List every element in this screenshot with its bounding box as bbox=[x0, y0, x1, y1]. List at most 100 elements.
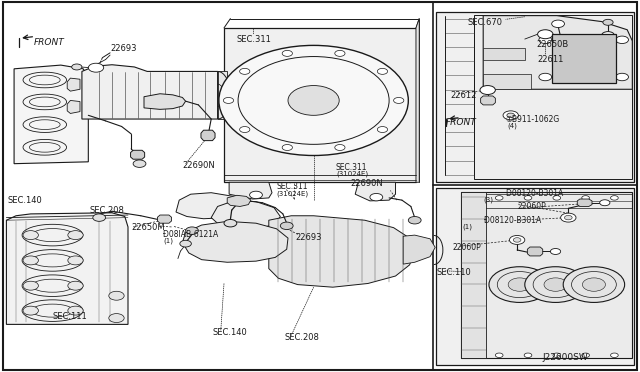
Circle shape bbox=[582, 353, 589, 357]
Text: 22690N: 22690N bbox=[182, 161, 215, 170]
Polygon shape bbox=[176, 193, 243, 219]
Text: 22693: 22693 bbox=[110, 44, 136, 53]
Circle shape bbox=[109, 291, 124, 300]
Circle shape bbox=[68, 231, 83, 240]
Polygon shape bbox=[131, 150, 145, 159]
Text: Ð08120-B301A: Ð08120-B301A bbox=[484, 216, 541, 225]
Text: SEC.208: SEC.208 bbox=[285, 333, 319, 342]
Polygon shape bbox=[3, 2, 637, 370]
Circle shape bbox=[513, 238, 521, 242]
Circle shape bbox=[616, 73, 628, 81]
Circle shape bbox=[282, 51, 292, 57]
Circle shape bbox=[72, 64, 82, 70]
Polygon shape bbox=[67, 78, 80, 91]
Circle shape bbox=[288, 86, 339, 115]
Polygon shape bbox=[436, 188, 634, 365]
Circle shape bbox=[133, 160, 146, 167]
Polygon shape bbox=[6, 213, 128, 324]
Circle shape bbox=[68, 281, 83, 290]
Polygon shape bbox=[227, 195, 251, 206]
Circle shape bbox=[480, 86, 495, 94]
Polygon shape bbox=[269, 216, 415, 287]
Polygon shape bbox=[481, 96, 495, 105]
Polygon shape bbox=[483, 16, 632, 89]
Polygon shape bbox=[461, 192, 632, 358]
Bar bbox=[552, 34, 616, 83]
Polygon shape bbox=[224, 28, 416, 182]
Circle shape bbox=[553, 196, 561, 200]
Text: FRONT: FRONT bbox=[33, 38, 64, 47]
Text: 22060P: 22060P bbox=[517, 202, 546, 211]
Circle shape bbox=[538, 30, 553, 39]
Circle shape bbox=[603, 19, 613, 25]
Polygon shape bbox=[483, 74, 531, 89]
Circle shape bbox=[503, 111, 518, 120]
Polygon shape bbox=[144, 94, 186, 109]
Polygon shape bbox=[182, 221, 288, 262]
Circle shape bbox=[408, 217, 421, 224]
Circle shape bbox=[68, 256, 83, 265]
Circle shape bbox=[378, 68, 388, 74]
Text: SEC.670: SEC.670 bbox=[467, 18, 502, 27]
Circle shape bbox=[23, 256, 38, 265]
Circle shape bbox=[539, 36, 552, 44]
Circle shape bbox=[394, 97, 404, 103]
Text: SEC.311: SEC.311 bbox=[336, 163, 367, 172]
Circle shape bbox=[23, 281, 38, 290]
Circle shape bbox=[180, 240, 191, 247]
Circle shape bbox=[552, 20, 564, 28]
Polygon shape bbox=[201, 130, 215, 141]
Circle shape bbox=[88, 63, 104, 72]
Text: (31024E): (31024E) bbox=[276, 190, 308, 197]
Text: (4): (4) bbox=[508, 122, 517, 129]
Text: Ð08IAB-6121A: Ð08IAB-6121A bbox=[163, 230, 218, 239]
Text: 22650B: 22650B bbox=[536, 40, 568, 49]
Polygon shape bbox=[403, 235, 435, 264]
Text: J22600SW: J22600SW bbox=[543, 353, 588, 362]
Polygon shape bbox=[157, 215, 172, 223]
Circle shape bbox=[611, 353, 618, 357]
Text: SEC.111: SEC.111 bbox=[52, 312, 87, 321]
Polygon shape bbox=[229, 182, 272, 199]
Polygon shape bbox=[82, 65, 218, 119]
Circle shape bbox=[582, 196, 589, 200]
Circle shape bbox=[23, 306, 38, 315]
Text: 22612: 22612 bbox=[450, 92, 476, 100]
Circle shape bbox=[335, 144, 345, 150]
Circle shape bbox=[564, 215, 572, 220]
Text: ①B911-1062G: ①B911-1062G bbox=[506, 115, 560, 124]
Polygon shape bbox=[14, 65, 88, 164]
Polygon shape bbox=[527, 247, 543, 256]
Circle shape bbox=[282, 144, 292, 150]
Circle shape bbox=[224, 219, 237, 227]
Circle shape bbox=[109, 314, 124, 323]
Text: SEC.311: SEC.311 bbox=[237, 35, 271, 44]
Polygon shape bbox=[416, 19, 419, 182]
Circle shape bbox=[553, 353, 561, 357]
Circle shape bbox=[561, 213, 576, 222]
Circle shape bbox=[582, 278, 605, 291]
Circle shape bbox=[495, 196, 503, 200]
Circle shape bbox=[186, 227, 198, 234]
Text: 22611: 22611 bbox=[538, 55, 564, 64]
Polygon shape bbox=[211, 201, 280, 230]
Polygon shape bbox=[218, 71, 227, 119]
Text: (3): (3) bbox=[483, 197, 493, 203]
Circle shape bbox=[611, 196, 618, 200]
Text: SEC.140: SEC.140 bbox=[212, 328, 247, 337]
Polygon shape bbox=[483, 48, 525, 60]
Circle shape bbox=[602, 32, 614, 39]
Text: 22690N: 22690N bbox=[351, 179, 383, 187]
Text: SEC.208: SEC.208 bbox=[90, 206, 124, 215]
Circle shape bbox=[370, 193, 383, 201]
Circle shape bbox=[495, 353, 503, 357]
Text: (31024E): (31024E) bbox=[336, 171, 368, 177]
Circle shape bbox=[509, 235, 525, 244]
Text: 22693: 22693 bbox=[296, 233, 322, 242]
Circle shape bbox=[239, 68, 250, 74]
Circle shape bbox=[508, 278, 531, 291]
Circle shape bbox=[524, 353, 532, 357]
Circle shape bbox=[250, 191, 262, 199]
Circle shape bbox=[544, 278, 567, 291]
Circle shape bbox=[335, 51, 345, 57]
